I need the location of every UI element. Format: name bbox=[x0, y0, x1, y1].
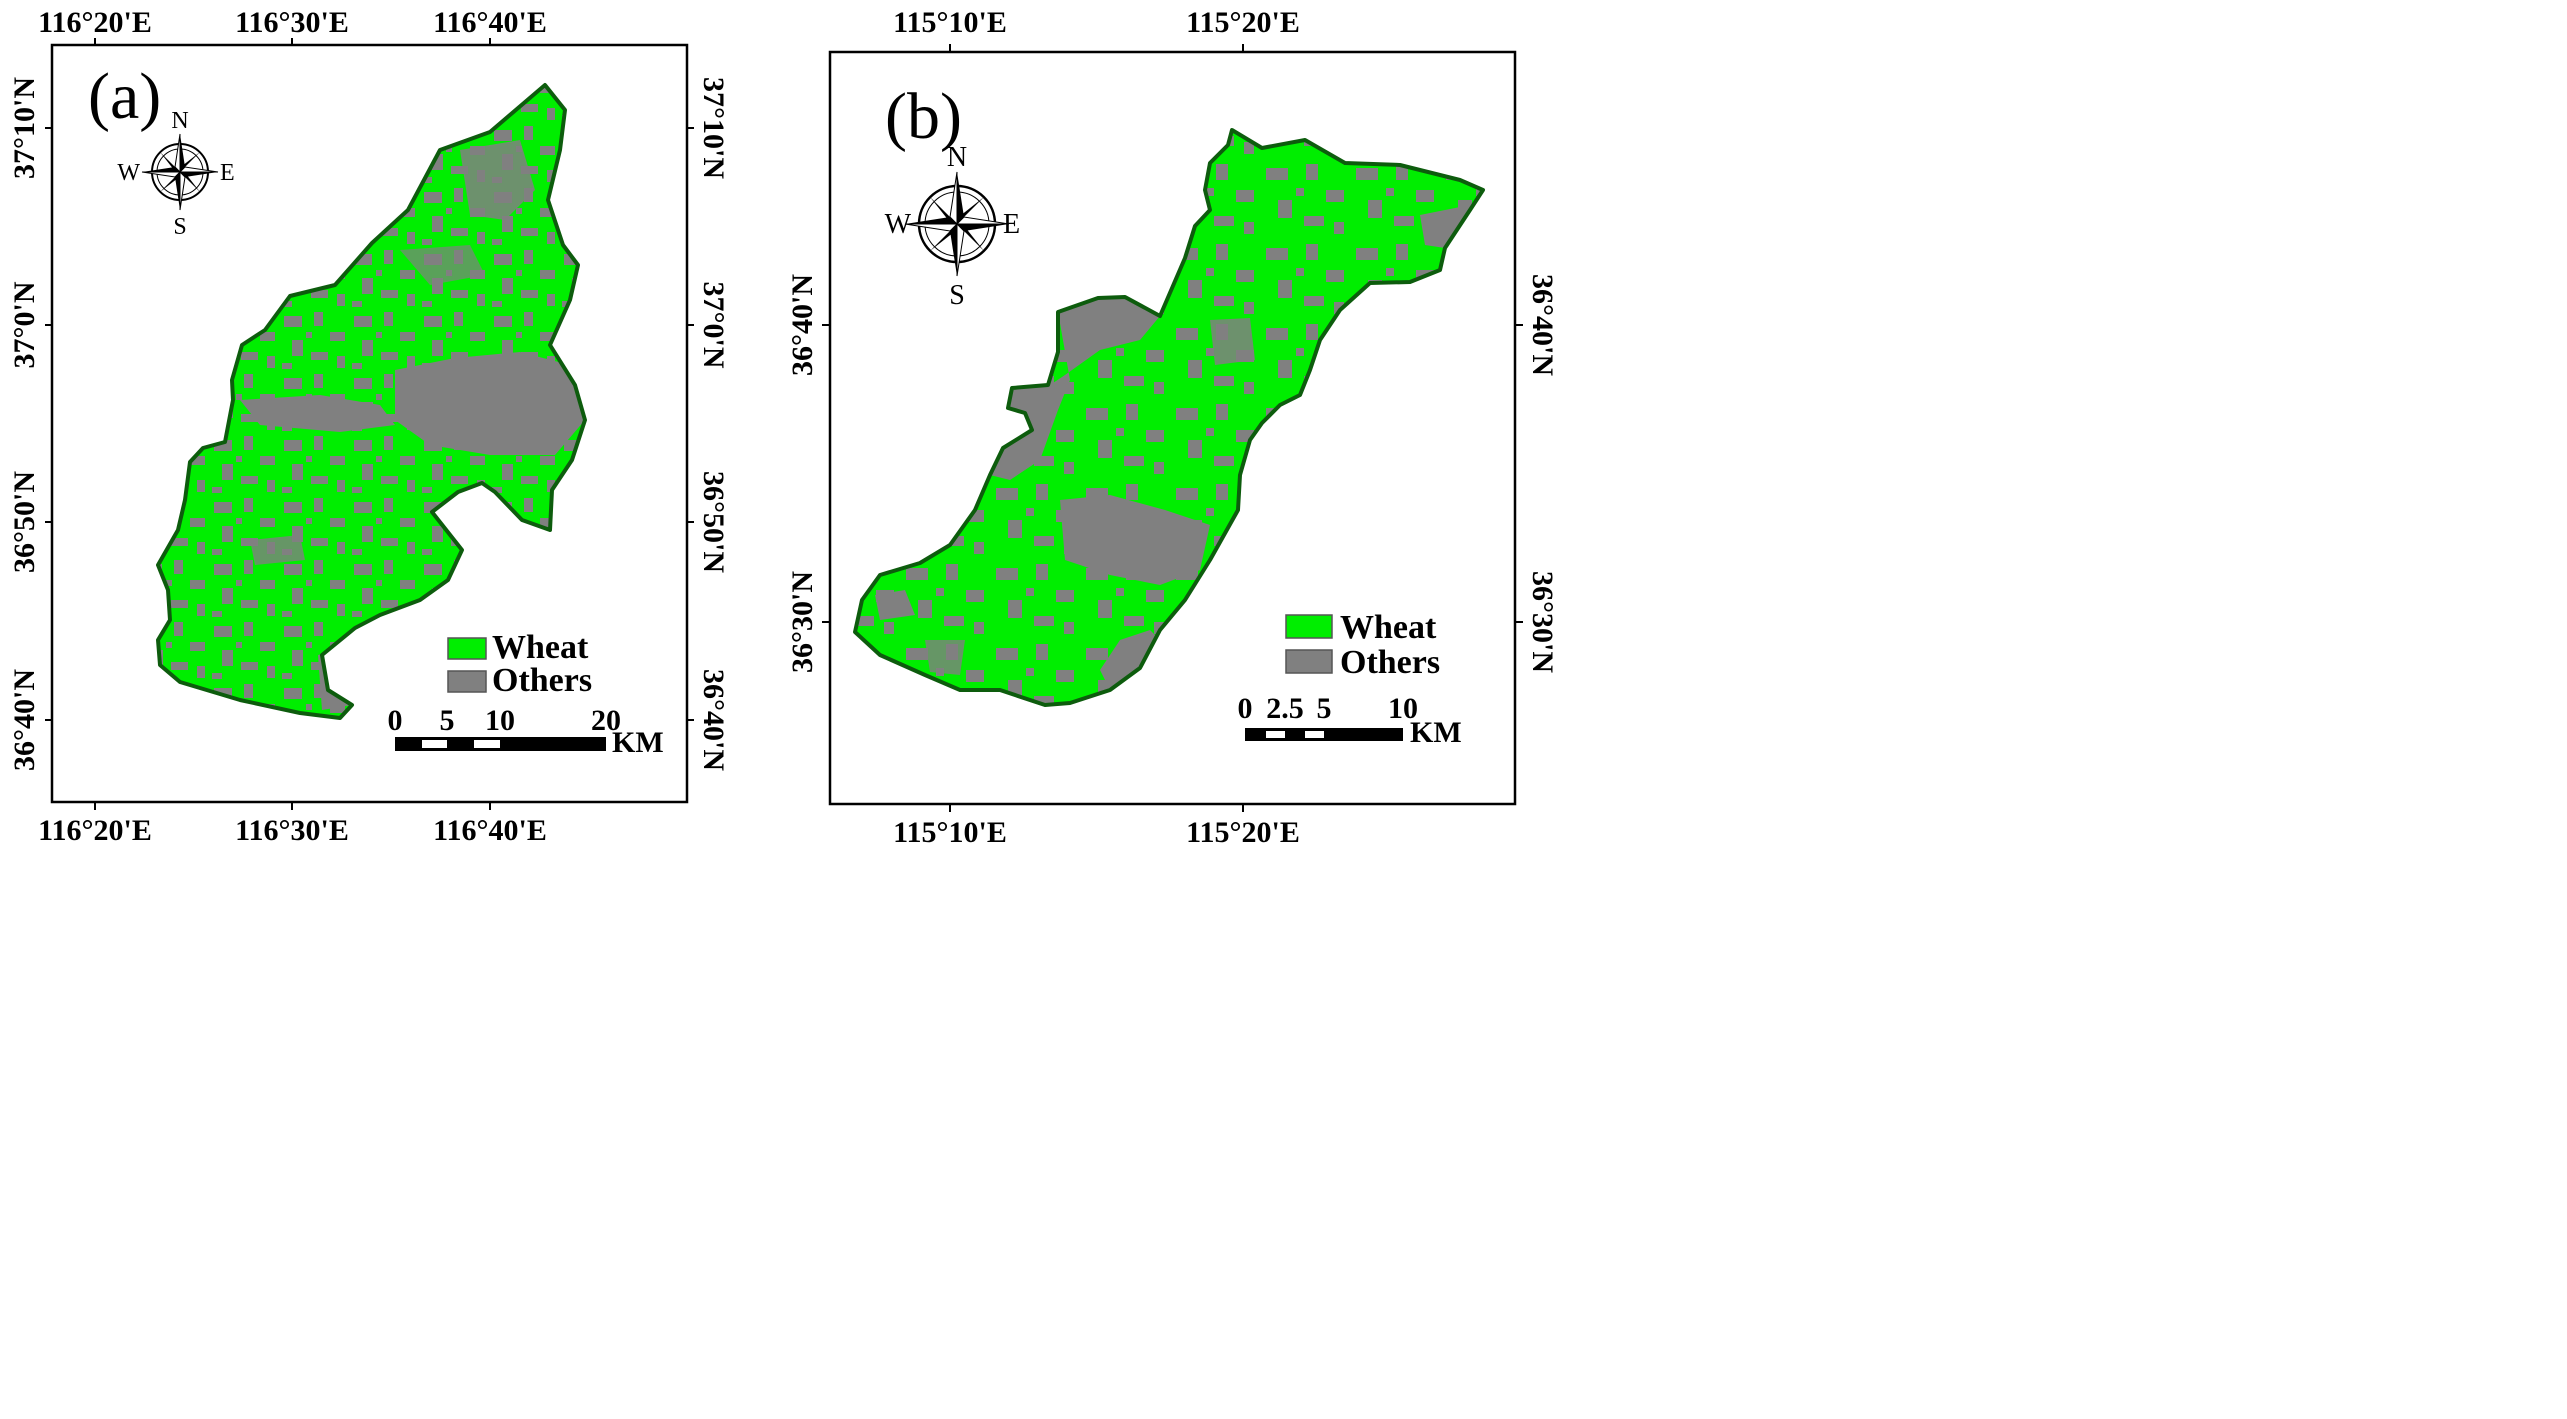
compass-n: N bbox=[171, 108, 188, 134]
legend-label-others: Others bbox=[492, 662, 592, 699]
scale-tick-label: 2.5 bbox=[1266, 692, 1304, 725]
scale-tick-label: 5 bbox=[440, 704, 455, 737]
left-tick-label: 37°10'N bbox=[8, 77, 41, 179]
legend: Wheat Others bbox=[1285, 609, 1440, 681]
left-tick-label: 36°30'N bbox=[786, 571, 819, 673]
scale-unit: KM bbox=[612, 726, 664, 759]
compass-s: S bbox=[173, 214, 186, 240]
compass-n: N bbox=[947, 142, 967, 173]
left-tick-label: 36°40'N bbox=[786, 274, 819, 376]
legend-swatch-wheat bbox=[1285, 614, 1333, 639]
scale-tick-label: 0 bbox=[388, 704, 403, 737]
legend-swatch-others bbox=[1285, 649, 1333, 674]
legend-label-wheat: Wheat bbox=[1340, 609, 1437, 646]
left-tick-label: 36°40'N bbox=[8, 669, 41, 771]
scale-bar: 0 5 10 20 KM bbox=[388, 704, 664, 759]
right-tick-label: 37°0'N bbox=[697, 282, 730, 369]
top-tick-label: 116°40'E bbox=[433, 6, 547, 39]
top-tick-label: 115°20'E bbox=[1186, 6, 1300, 39]
legend: Wheat Others bbox=[447, 629, 592, 699]
left-tick-label: 36°50'N bbox=[8, 471, 41, 573]
right-tick-label: 36°30'N bbox=[1526, 571, 1559, 673]
panel-b-map: 115°10'E 115°20'E 115°10'E 115°20'E 36°4… bbox=[786, 6, 1559, 849]
legend-label-others: Others bbox=[1340, 644, 1440, 681]
bottom-tick-label: 115°20'E bbox=[1186, 816, 1300, 849]
legend-label-wheat: Wheat bbox=[492, 629, 589, 666]
compass-rose: N S E W bbox=[885, 142, 1021, 311]
scale-tick-label: 0 bbox=[1238, 692, 1253, 725]
panel-label: (b) bbox=[885, 80, 962, 153]
compass-e: E bbox=[1003, 209, 1020, 240]
top-tick-label: 116°20'E bbox=[38, 6, 152, 39]
scale-tick-label: 20 bbox=[591, 704, 621, 737]
panel-label: (a) bbox=[88, 60, 161, 133]
right-tick-label: 37°10'N bbox=[697, 77, 730, 179]
top-tick-label: 115°10'E bbox=[893, 6, 1007, 39]
scale-tick-label: 5 bbox=[1317, 692, 1332, 725]
bottom-tick-label: 115°10'E bbox=[893, 816, 1007, 849]
legend-swatch-others bbox=[447, 670, 487, 693]
bottom-tick-label: 116°30'E bbox=[235, 814, 349, 847]
legend-swatch-wheat bbox=[447, 637, 487, 660]
compass-s: S bbox=[949, 280, 965, 311]
left-tick-label: 37°0'N bbox=[8, 281, 41, 368]
scale-tick-label: 10 bbox=[1388, 692, 1418, 725]
scale-tick-label: 10 bbox=[485, 704, 515, 737]
map-frame bbox=[50, 43, 689, 804]
right-tick-label: 36°40'N bbox=[1526, 274, 1559, 376]
top-tick-label: 116°30'E bbox=[235, 6, 349, 39]
panel-a-map: 116°20'E 116°30'E 116°40'E 116°20'E 116°… bbox=[8, 6, 730, 847]
scale-unit: KM bbox=[1410, 716, 1462, 749]
right-tick-label: 36°40'N bbox=[697, 669, 730, 771]
compass-w: W bbox=[885, 209, 912, 240]
compass-e: E bbox=[220, 160, 235, 186]
right-tick-label: 36°50'N bbox=[697, 471, 730, 573]
compass-rose: N S E W bbox=[117, 108, 234, 240]
scale-bar: 0 2.5 5 10 KM bbox=[1238, 692, 1462, 749]
bottom-tick-label: 116°40'E bbox=[433, 814, 547, 847]
compass-w: W bbox=[117, 160, 140, 186]
map-frame bbox=[828, 50, 1517, 806]
bottom-tick-label: 116°20'E bbox=[38, 814, 152, 847]
